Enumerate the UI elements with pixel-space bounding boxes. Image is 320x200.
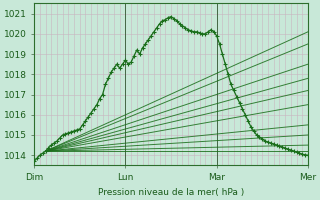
X-axis label: Pression niveau de la mer( hPa ): Pression niveau de la mer( hPa ) xyxy=(98,188,244,197)
